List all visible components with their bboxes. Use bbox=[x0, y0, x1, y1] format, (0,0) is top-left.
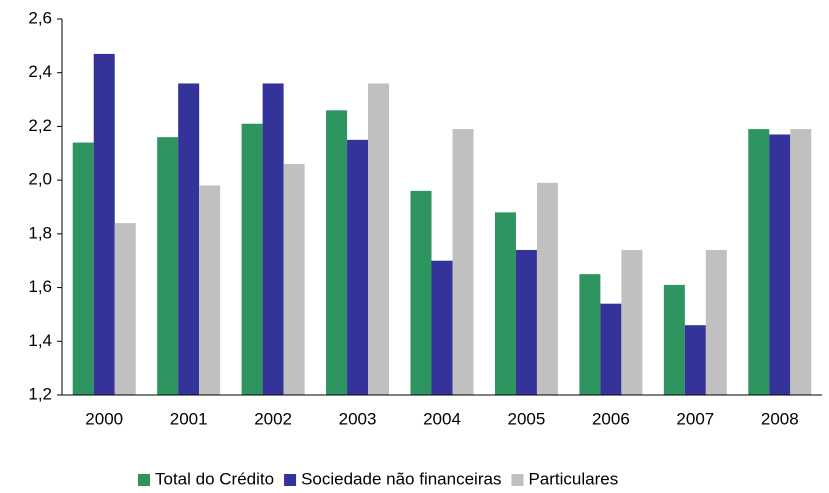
legend-label: Total do Crédito bbox=[155, 469, 274, 488]
bar bbox=[748, 129, 770, 395]
bar bbox=[663, 284, 685, 395]
y-tick-label: 1,4 bbox=[28, 331, 52, 350]
x-tick-label: 2005 bbox=[508, 409, 546, 428]
legend-swatch bbox=[511, 474, 524, 486]
bar bbox=[579, 274, 601, 395]
bar bbox=[368, 83, 390, 395]
bar bbox=[515, 249, 537, 395]
bar bbox=[93, 53, 115, 396]
bar bbox=[790, 129, 812, 395]
bar bbox=[262, 83, 284, 395]
x-tick-label: 2004 bbox=[423, 409, 461, 428]
legend-swatch bbox=[138, 474, 150, 486]
y-tick-label: 1,2 bbox=[28, 384, 52, 403]
bar bbox=[452, 129, 474, 395]
x-tick-label: 2006 bbox=[592, 409, 630, 428]
x-tick-label: 2000 bbox=[85, 409, 123, 428]
bar bbox=[199, 185, 221, 395]
bar bbox=[684, 325, 706, 395]
y-tick-label: 2,2 bbox=[28, 116, 52, 135]
bar bbox=[621, 249, 643, 395]
x-tick-label: 2003 bbox=[339, 409, 377, 428]
x-tick-label: 2008 bbox=[761, 409, 799, 428]
bar bbox=[283, 164, 305, 395]
bar bbox=[494, 212, 516, 395]
bar bbox=[157, 137, 179, 395]
bar bbox=[536, 182, 558, 395]
y-tick-label: 2,0 bbox=[28, 170, 52, 189]
bar bbox=[241, 123, 263, 395]
y-tick-label: 1,8 bbox=[28, 223, 52, 242]
bar bbox=[347, 139, 369, 395]
bar bbox=[431, 260, 453, 395]
y-tick-label: 1,6 bbox=[28, 277, 52, 296]
y-tick-label: 2,4 bbox=[28, 62, 52, 81]
x-tick-label: 2007 bbox=[676, 409, 714, 428]
bar bbox=[600, 303, 622, 395]
bar bbox=[326, 110, 348, 396]
bar bbox=[769, 134, 791, 395]
y-tick-label: 2,6 bbox=[28, 8, 52, 27]
bar bbox=[114, 223, 136, 395]
x-tick-label: 2002 bbox=[254, 409, 292, 428]
bar bbox=[178, 83, 200, 395]
legend-label: Sociedade não financeiras bbox=[301, 469, 501, 488]
x-tick-label: 2001 bbox=[170, 409, 208, 428]
bar bbox=[72, 142, 94, 395]
bar bbox=[410, 190, 432, 395]
bar bbox=[705, 249, 727, 395]
legend-label: Particulares bbox=[528, 469, 618, 488]
legend-swatch bbox=[284, 474, 297, 486]
